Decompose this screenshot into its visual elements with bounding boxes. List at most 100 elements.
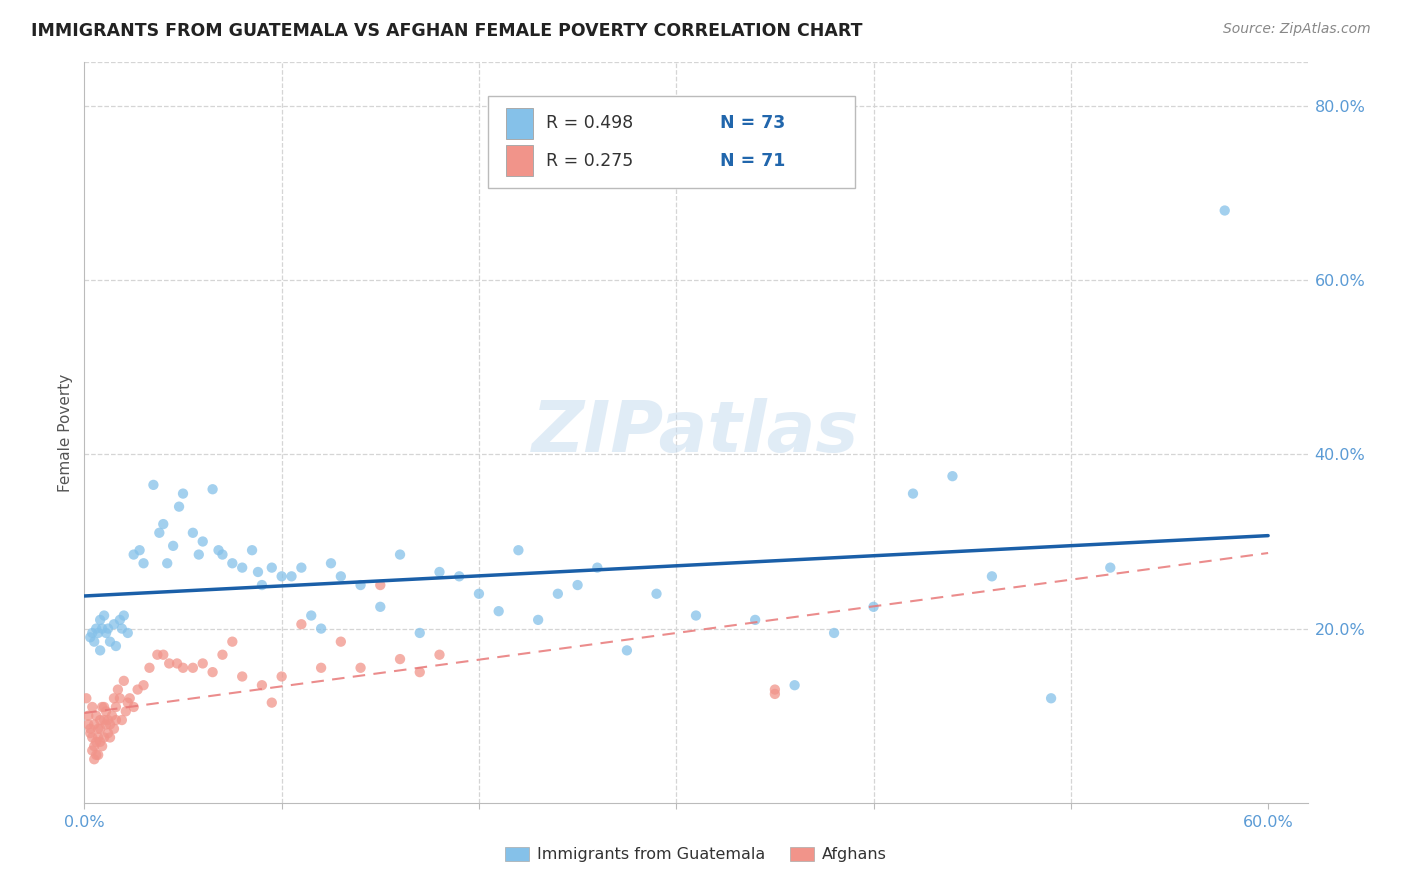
Point xyxy=(152,648,174,662)
Point xyxy=(783,678,806,692)
Point xyxy=(94,717,117,731)
Point xyxy=(83,752,105,766)
Point xyxy=(172,661,194,675)
Point xyxy=(83,717,105,731)
Point xyxy=(87,731,110,745)
Point xyxy=(172,486,194,500)
Point xyxy=(94,626,117,640)
Point xyxy=(231,560,253,574)
Point xyxy=(586,560,609,574)
Point xyxy=(89,643,111,657)
Point xyxy=(240,543,263,558)
Point xyxy=(429,648,451,662)
Point xyxy=(468,587,491,601)
Point xyxy=(309,622,332,636)
Point xyxy=(77,717,100,731)
Point xyxy=(409,626,432,640)
Point xyxy=(389,652,412,666)
Point xyxy=(299,608,322,623)
Point xyxy=(97,713,120,727)
Point xyxy=(138,661,160,675)
Point xyxy=(260,560,283,574)
Point xyxy=(84,708,107,723)
Text: N = 73: N = 73 xyxy=(720,114,786,132)
Point xyxy=(101,708,124,723)
Point xyxy=(280,569,302,583)
Point xyxy=(108,613,131,627)
Bar xyxy=(506,108,533,139)
Point xyxy=(181,661,204,675)
Point xyxy=(156,556,179,570)
Point xyxy=(429,565,451,579)
Point xyxy=(823,626,845,640)
Point xyxy=(290,560,312,574)
Point xyxy=(744,613,766,627)
Point xyxy=(1040,691,1063,706)
Point xyxy=(98,634,121,648)
Point xyxy=(112,673,135,688)
Point xyxy=(93,608,115,623)
Point xyxy=(89,613,111,627)
Point xyxy=(616,643,638,657)
Point xyxy=(567,578,589,592)
Point xyxy=(181,525,204,540)
Point xyxy=(122,700,145,714)
Point xyxy=(349,578,371,592)
Point xyxy=(162,539,184,553)
Point xyxy=(547,587,569,601)
Point xyxy=(87,626,110,640)
Point xyxy=(111,713,134,727)
Point xyxy=(527,613,550,627)
Point xyxy=(84,622,107,636)
Point xyxy=(449,569,471,583)
Point xyxy=(94,704,117,718)
Point xyxy=(128,543,150,558)
Point xyxy=(290,617,312,632)
Bar xyxy=(506,145,533,177)
Point xyxy=(862,599,884,614)
Point xyxy=(901,486,924,500)
Point xyxy=(191,657,214,671)
Point xyxy=(148,525,170,540)
Point xyxy=(79,722,101,736)
Point xyxy=(89,722,111,736)
Point xyxy=(104,713,127,727)
Point xyxy=(82,743,104,757)
Point xyxy=(84,747,107,762)
Point xyxy=(75,691,97,706)
Point xyxy=(763,682,786,697)
Point xyxy=(645,587,668,601)
Point xyxy=(87,747,110,762)
Point xyxy=(83,739,105,754)
Point xyxy=(132,678,155,692)
Point xyxy=(93,700,115,714)
Point xyxy=(319,556,342,570)
Point xyxy=(127,682,149,697)
Point xyxy=(329,569,352,583)
Point xyxy=(132,556,155,570)
Point xyxy=(157,657,180,671)
Point xyxy=(108,691,131,706)
Point xyxy=(329,634,352,648)
Point xyxy=(79,726,101,740)
Point xyxy=(84,735,107,749)
Point xyxy=(368,599,391,614)
Point xyxy=(77,708,100,723)
Point xyxy=(211,648,233,662)
Point xyxy=(221,556,243,570)
Point xyxy=(111,622,134,636)
Point xyxy=(83,634,105,648)
Point xyxy=(201,482,224,496)
Point xyxy=(488,604,510,618)
Point xyxy=(93,713,115,727)
Point xyxy=(103,722,125,736)
Point xyxy=(91,700,114,714)
Point xyxy=(82,700,104,714)
Text: R = 0.275: R = 0.275 xyxy=(546,152,633,169)
Point xyxy=(103,617,125,632)
Point xyxy=(270,569,292,583)
Point xyxy=(1099,560,1122,574)
Point xyxy=(260,696,283,710)
Point xyxy=(270,669,292,683)
Point xyxy=(207,543,229,558)
